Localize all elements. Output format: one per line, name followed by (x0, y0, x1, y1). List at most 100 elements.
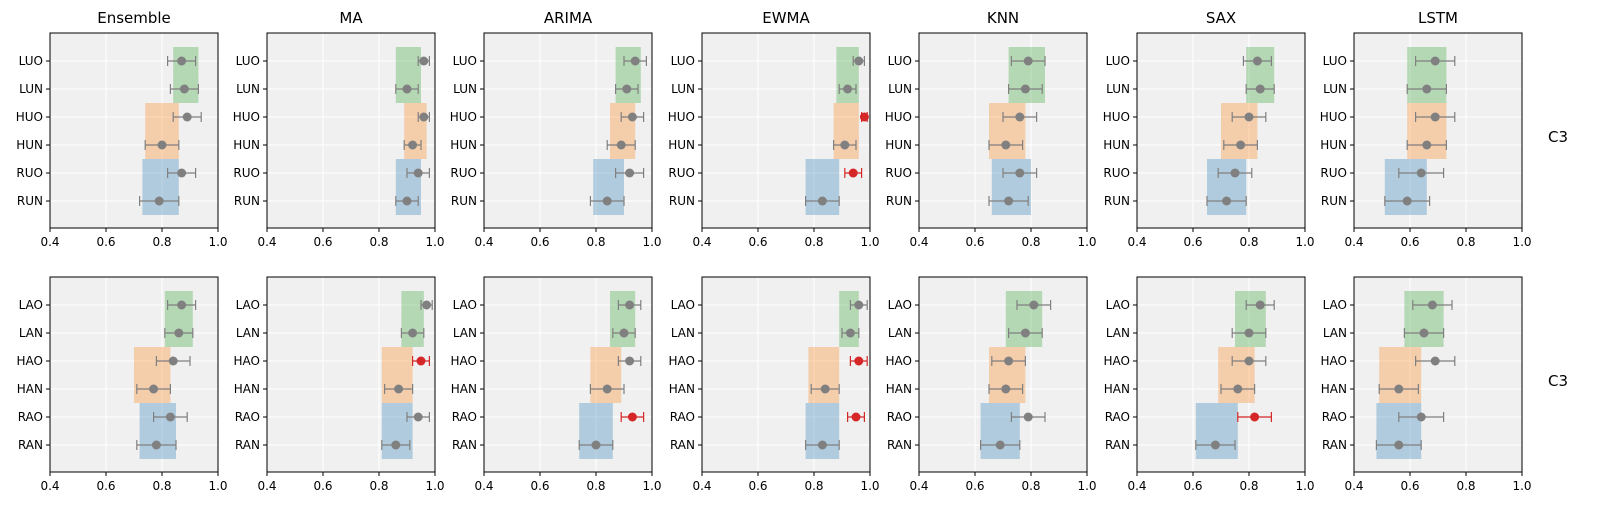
panel-5-band-orange (989, 103, 1026, 159)
panel-11-ytick-label-lao: LAO (671, 298, 695, 312)
panel-10-ytick-label-han: HAN (451, 382, 477, 396)
panel-11-xtick-label-3: 1.0 (860, 479, 879, 493)
panel-3-xtick-label-1: 0.6 (530, 235, 549, 249)
panel-6-luo-point (1252, 56, 1262, 66)
panel-4-ytick-label-lun: LUN (671, 82, 695, 96)
panel-3-hun-point (616, 140, 626, 150)
panel-13-xtick-label-3: 1.0 (1295, 479, 1314, 493)
panel-12-ytick-label-lan: LAN (888, 326, 912, 340)
panel-6-huo-point (1244, 112, 1254, 122)
panel-14-xtick-label-3: 1.0 (1512, 479, 1531, 493)
panel-9-ytick-label-ran: RAN (235, 438, 260, 452)
panel-10-xtick-label-0: 0.4 (474, 479, 493, 493)
panel-8-han-point (149, 384, 159, 394)
panel-6-frame (1136, 32, 1306, 229)
panel-8-ytick-label-lao: LAO (19, 298, 43, 312)
panel-12-ytick-label-lao: LAO (888, 298, 912, 312)
panel-5-band-blue (991, 159, 1031, 215)
panel-14-ran-point (1394, 440, 1404, 450)
panel-14-han-point (1394, 384, 1404, 394)
panel-3-band-orange (610, 103, 636, 159)
panel-7-band-blue (1384, 159, 1427, 215)
panel-7-band-green (1407, 47, 1447, 103)
panel-12-xtick-label-1: 0.6 (965, 479, 984, 493)
panel-4-ytick-label-hun: HUN (668, 138, 695, 152)
panel-5-frame (918, 32, 1088, 229)
panel-5-xtick-label-3: 1.0 (1077, 235, 1096, 249)
panel-13-background (1137, 277, 1305, 472)
panel-4-ytick-label-ruo: RUO (668, 166, 695, 180)
panel-4-xtick-label-1: 0.6 (748, 235, 767, 249)
panel-13-lan-point (1244, 328, 1254, 338)
panel-1-ytick-label-huo: HUO (16, 110, 43, 124)
panel-9-ytick-label-rao: RAO (235, 410, 260, 424)
panel-2-band-green (395, 47, 421, 103)
panel-2-run-point (402, 196, 412, 206)
panel-7-xtick-label-3: 1.0 (1512, 235, 1531, 249)
panel-11-xtick-label-0: 0.4 (692, 479, 711, 493)
panel-1-luo-point (177, 56, 187, 66)
panel-12-lan-point (1020, 328, 1030, 338)
panel-4-huo-point (859, 112, 869, 122)
panel-3-band-blue (593, 159, 624, 215)
panel-7-xtick-label-1: 0.6 (1400, 235, 1419, 249)
panel-13-ytick-label-han: HAN (1104, 382, 1130, 396)
panel-14-ytick-label-lao: LAO (1323, 298, 1347, 312)
panel-9-xtick-label-3: 1.0 (425, 479, 444, 493)
panel-4-run-point (817, 196, 827, 206)
panel-7-run-point (1402, 196, 1412, 206)
panel-10-lao-point (625, 300, 635, 310)
panel-11-ytick-label-han: HAN (669, 382, 695, 396)
panel-12-hao-point (1004, 356, 1014, 366)
panel-10-lan-point (619, 328, 629, 338)
panel-2-hun-point (408, 140, 418, 150)
panel-7-ytick-label-ruo: RUO (1320, 166, 1347, 180)
panel-1-xtick-label-3: 1.0 (208, 235, 227, 249)
panel-6-xtick-label-2: 0.8 (1239, 235, 1258, 249)
panel-14-xtick-label-0: 0.4 (1344, 479, 1363, 493)
panel-1-huo-point (182, 112, 192, 122)
panel-6-run-point (1222, 196, 1232, 206)
panel-11-band-orange (808, 347, 840, 403)
panel-12-band-blue (980, 403, 1020, 459)
panel-13-ytick-label-rao: RAO (1105, 410, 1130, 424)
panel-10-band-green (610, 291, 636, 347)
panel-6-background (1137, 33, 1305, 228)
panel-5-ytick-label-ruo: RUO (885, 166, 912, 180)
chart-marks (46, 32, 1523, 476)
panel-6-ytick-label-ruo: RUO (1103, 166, 1130, 180)
panel-14-frame (1353, 276, 1523, 473)
panel-11-rao-point (851, 412, 861, 422)
panel-12-ytick-label-ran: RAN (887, 438, 912, 452)
panel-11-background (702, 277, 870, 472)
panel-1-hun-point (157, 140, 167, 150)
panel-7-xtick-label-2: 0.8 (1456, 235, 1475, 249)
panel-11-band-green (839, 291, 859, 347)
panel-10-ytick-label-hao: HAO (451, 354, 477, 368)
panel-9-han-point (394, 384, 404, 394)
panel-6-xtick-label-1: 0.6 (1183, 235, 1202, 249)
panel-6-ytick-label-luo: LUO (1106, 54, 1130, 68)
panel-4-ytick-label-huo: HUO (668, 110, 695, 124)
panel-5-hun-point (1001, 140, 1011, 150)
panel-5-ytick-label-huo: HUO (885, 110, 912, 124)
panel-3-luo-point (630, 56, 640, 66)
panel-8-hao-point (168, 356, 178, 366)
panel-5-xtick-label-0: 0.4 (909, 235, 928, 249)
panel-3-title: ARIMA (544, 9, 593, 27)
panel-14-band-orange (1379, 347, 1422, 403)
panel-12-background (919, 277, 1087, 472)
panel-13-rao-point (1250, 412, 1260, 422)
panel-4-ytick-label-luo: LUO (671, 54, 695, 68)
panel-5-luo-point (1023, 56, 1033, 66)
panel-7-frame (1353, 32, 1523, 229)
panel-9-ytick-label-lao: LAO (236, 298, 260, 312)
panel-13-xtick-label-2: 0.8 (1239, 479, 1258, 493)
panel-10-ytick-label-rao: RAO (452, 410, 477, 424)
panel-12-xtick-label-2: 0.8 (1021, 479, 1040, 493)
panel-13-lao-point (1255, 300, 1265, 310)
panel-2-band-orange (404, 103, 427, 159)
panel-11-ytick-label-rao: RAO (670, 410, 695, 424)
panel-1-ytick-label-lun: LUN (19, 82, 43, 96)
